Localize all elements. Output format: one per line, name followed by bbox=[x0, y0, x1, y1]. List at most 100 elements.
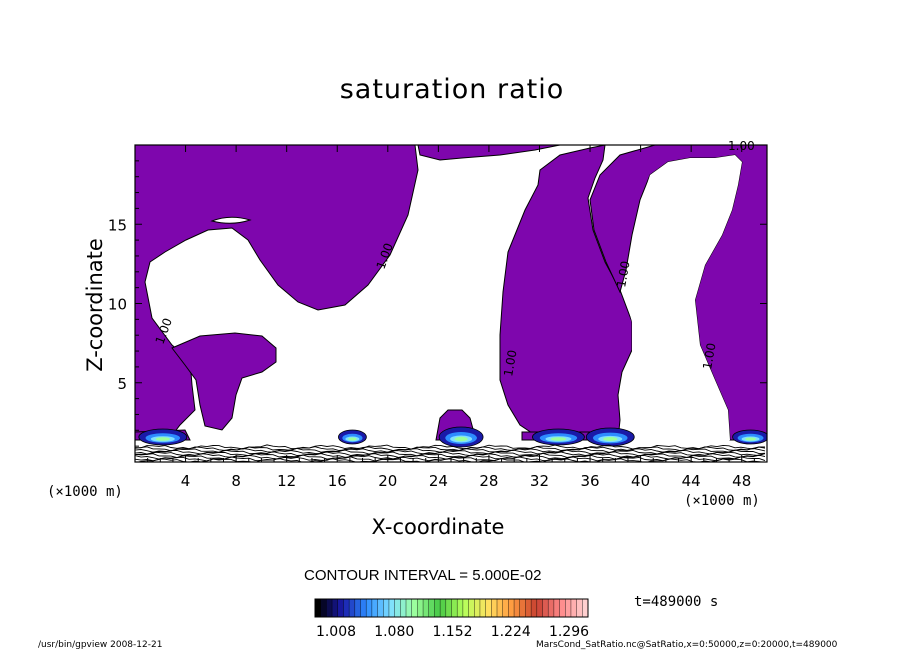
contour-fill-layer bbox=[135, 145, 767, 462]
colorbar-cell bbox=[332, 599, 339, 617]
colorbar-cell bbox=[411, 599, 418, 617]
surface-contour-line bbox=[135, 444, 766, 450]
colorbar-cell bbox=[360, 599, 367, 617]
purple-region-left bbox=[135, 145, 419, 441]
colorbar-tick-label: 1.152 bbox=[432, 624, 472, 640]
footer-left: /usr/bin/gpview 2008-12-21 bbox=[38, 640, 163, 650]
colorbar-labels: 1.008 1.080 1.152 1.224 1.296 bbox=[316, 624, 589, 640]
colorbar-cell bbox=[462, 599, 470, 617]
colorbar-cell bbox=[576, 599, 583, 617]
time-label: t=489000 s bbox=[634, 594, 719, 610]
purple-blob-mid bbox=[171, 332, 277, 431]
colorbar-cell bbox=[388, 599, 396, 617]
colorbar-cell bbox=[440, 599, 447, 617]
chart-title: saturation ratio bbox=[339, 74, 565, 105]
colorbar-cell bbox=[491, 599, 498, 617]
x-tick-label: 28 bbox=[479, 472, 498, 490]
x-tick-label: 12 bbox=[277, 472, 296, 490]
colorbar-cell bbox=[423, 599, 430, 617]
contour-interval-text: CONTOUR INTERVAL = 5.000E-02 bbox=[304, 567, 542, 584]
x-tick-label: 40 bbox=[631, 472, 650, 490]
surface-feature-core bbox=[603, 437, 618, 441]
footer-right: MarsCond_SatRatio.nc@SatRatio,x=0:50000,… bbox=[536, 640, 838, 650]
colorbar-cell bbox=[394, 599, 401, 617]
colorbar-cell bbox=[434, 599, 441, 617]
contour-label: 1.00 bbox=[700, 342, 718, 371]
white-hole-right bbox=[626, 155, 742, 440]
surface-feature-core bbox=[745, 437, 756, 441]
colorbar-tick-label: 1.008 bbox=[316, 624, 356, 640]
surface-feature-core bbox=[454, 436, 468, 442]
colorbar-cell bbox=[343, 599, 350, 617]
contour-label: 1.00 bbox=[501, 349, 519, 378]
near-surface-features bbox=[138, 426, 767, 448]
colorbar-frame bbox=[314, 598, 589, 618]
colorbar-cell bbox=[548, 599, 555, 617]
colorbar-tick-label: 1.296 bbox=[549, 624, 589, 640]
x-units-right: (×1000 m) bbox=[684, 493, 760, 509]
colorbar-cell bbox=[366, 599, 373, 617]
colorbar-cell bbox=[502, 599, 509, 617]
x-tick-label: 8 bbox=[231, 472, 241, 490]
surface-feature-core bbox=[155, 437, 171, 441]
colorbar-cell bbox=[337, 599, 344, 617]
colorbar-cell bbox=[474, 599, 481, 617]
colorbar-cell bbox=[457, 599, 464, 617]
x-tick-label: 48 bbox=[732, 472, 751, 490]
colorbar-cell bbox=[514, 599, 521, 617]
colorbar-cell bbox=[445, 599, 452, 617]
surface-feature-core bbox=[348, 437, 357, 441]
colorbar-cell bbox=[479, 599, 487, 617]
colorbar-cell bbox=[371, 599, 379, 617]
colorbar-cell bbox=[485, 599, 492, 617]
x-tick-label: 20 bbox=[378, 472, 397, 490]
y-tick-label: 5 bbox=[117, 375, 127, 393]
colorbar-cell bbox=[320, 599, 327, 617]
purple-region-center-right bbox=[499, 145, 633, 441]
colorbar-cell bbox=[468, 599, 475, 617]
contour-label: 1.00 bbox=[728, 139, 755, 153]
x-tick-label: 44 bbox=[682, 472, 701, 490]
colorbar-cell bbox=[406, 599, 413, 617]
white-lens bbox=[210, 216, 252, 224]
colorbar bbox=[314, 598, 589, 618]
x-tick-label: 24 bbox=[429, 472, 448, 490]
colorbar-cell bbox=[565, 599, 572, 617]
purple-top-strip bbox=[417, 145, 561, 161]
x-tick-label: 16 bbox=[328, 472, 347, 490]
x-tick-label: 4 bbox=[181, 472, 191, 490]
colorbar-cell bbox=[559, 599, 566, 617]
colorbar-cell bbox=[570, 599, 578, 617]
colorbar-cell bbox=[508, 599, 515, 617]
surface-contour-line bbox=[135, 456, 766, 462]
surface-contour-line bbox=[135, 451, 766, 457]
colorbar-cell bbox=[383, 599, 390, 617]
colorbar-cell bbox=[417, 599, 424, 617]
x-tick-label: 36 bbox=[580, 472, 599, 490]
colorbar-cell bbox=[451, 599, 458, 617]
colorbar-cell bbox=[377, 599, 384, 617]
x-tick-label: 32 bbox=[530, 472, 549, 490]
axis-ticks bbox=[135, 145, 767, 462]
contour-label: 1.00 bbox=[614, 260, 632, 289]
colorbar-tick-label: 1.224 bbox=[491, 624, 531, 640]
colorbar-cell bbox=[326, 599, 333, 617]
colorbar-cell bbox=[428, 599, 435, 617]
colorbar-cell bbox=[525, 599, 532, 617]
colorbar-cell bbox=[536, 599, 543, 617]
colorbar-cell bbox=[553, 599, 561, 617]
colorbar-cell bbox=[531, 599, 538, 617]
x-units-left: (×1000 m) bbox=[47, 484, 123, 500]
surface-feature-core bbox=[550, 437, 567, 441]
x-axis-label: X-coordinate bbox=[371, 515, 505, 539]
colorbar-cell bbox=[349, 599, 356, 617]
colorbar-cell bbox=[582, 599, 589, 617]
surface-contour-lines bbox=[135, 444, 766, 462]
colorbar-cell bbox=[315, 599, 322, 617]
colorbar-cell bbox=[354, 599, 361, 617]
y-tick-label: 15 bbox=[108, 216, 127, 234]
colorbar-tick-label: 1.080 bbox=[374, 624, 414, 640]
colorbar-cell bbox=[542, 599, 549, 617]
colorbar-cell bbox=[519, 599, 526, 617]
